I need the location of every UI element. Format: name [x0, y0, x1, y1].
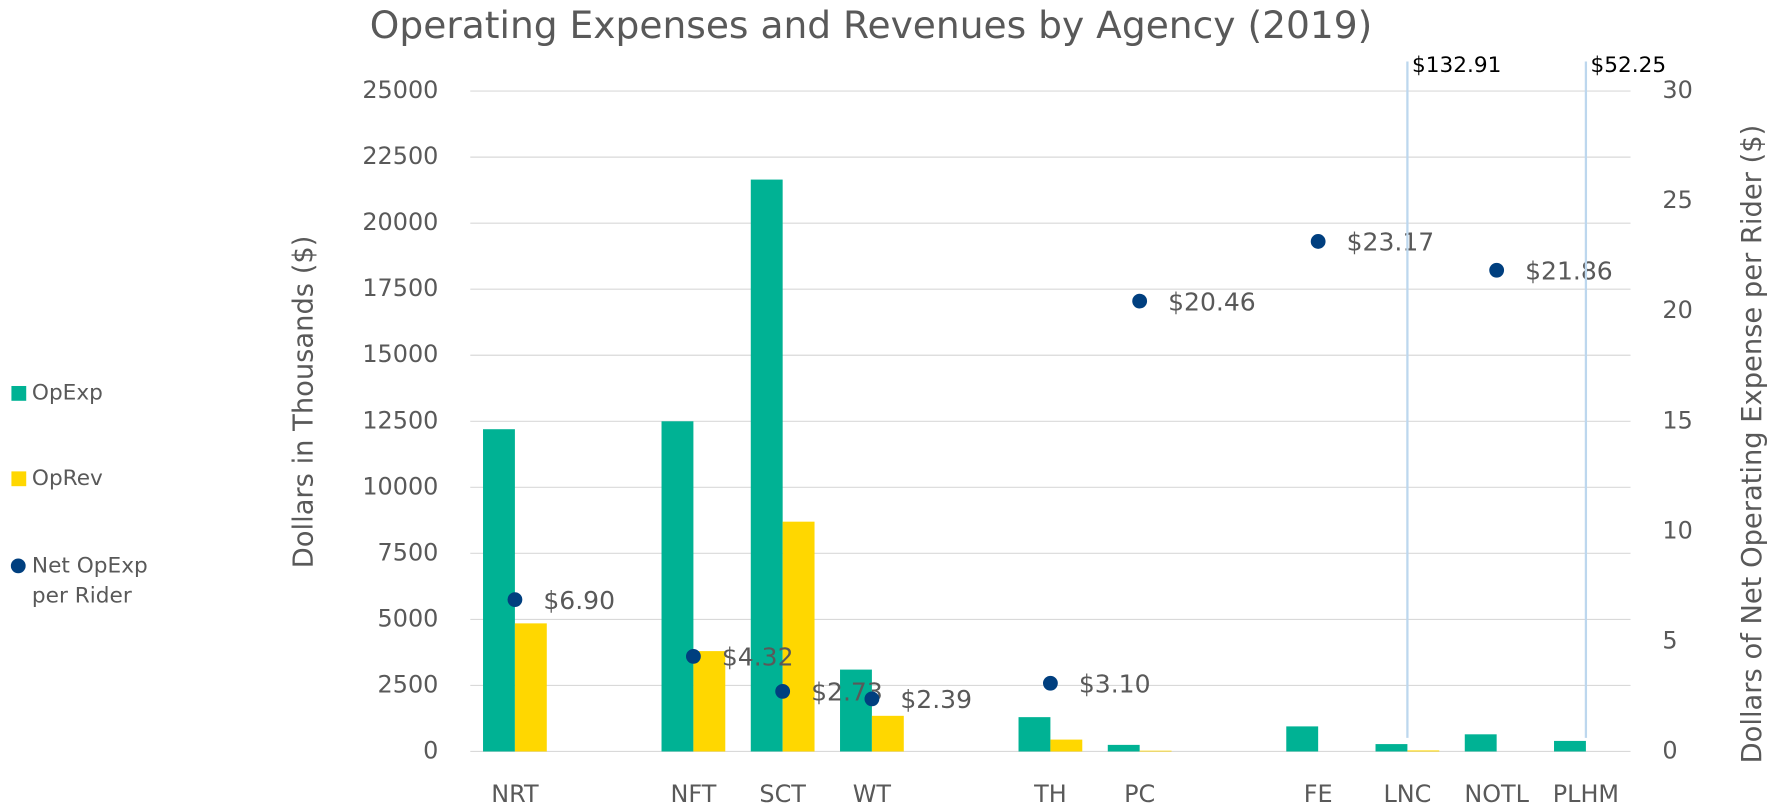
bar	[1554, 740, 1586, 752]
legend-marker	[11, 471, 27, 487]
data-label: $3.10	[1079, 670, 1151, 699]
point	[775, 683, 791, 699]
bar	[661, 421, 694, 752]
legend-marker	[11, 385, 27, 401]
x-tick-label: WT	[853, 780, 892, 805]
x-tick-label: NFT	[670, 780, 716, 805]
y-tick-label: 0	[423, 736, 438, 764]
bar	[1107, 744, 1140, 752]
y2-tick-label: 10	[1662, 516, 1692, 544]
data-label: $6.90	[543, 586, 615, 615]
y-tick-label: 20000	[362, 208, 438, 236]
point	[864, 691, 880, 707]
bar	[1286, 726, 1319, 752]
point	[1489, 262, 1505, 278]
y-tick-label: 7500	[378, 538, 439, 566]
x-tick-label: LNC	[1383, 780, 1431, 805]
legend-entry: OpExp	[31, 380, 103, 406]
point	[1043, 675, 1058, 691]
x-tick-label: NOTL	[1464, 780, 1529, 805]
y-tick-label: 15000	[362, 340, 438, 368]
data-label: $2.39	[900, 685, 972, 714]
bar	[1375, 744, 1408, 752]
bar	[750, 179, 783, 752]
y-tick-label: 17500	[362, 274, 438, 302]
bar	[1464, 734, 1497, 752]
y-tick-label: 10000	[362, 472, 438, 500]
y-tick-label: 5000	[378, 604, 439, 632]
legend-label: OpRev	[31, 465, 103, 491]
bar	[483, 429, 515, 752]
y2-tick-label: 25	[1662, 186, 1692, 214]
legend-marker	[10, 558, 26, 574]
x-tick-label: NRT	[491, 780, 539, 805]
y2-tick-label: 30	[1662, 76, 1692, 104]
bar	[1139, 750, 1172, 752]
data-label: $21.86	[1525, 257, 1613, 286]
x-tick-label: FE	[1304, 780, 1333, 805]
bar	[840, 669, 872, 752]
data-label: $23.17	[1347, 228, 1435, 257]
bar	[782, 521, 815, 752]
bar	[1018, 717, 1051, 752]
x-tick-label: PC	[1124, 780, 1155, 805]
y2-tick-label: 15	[1662, 406, 1692, 434]
point	[686, 648, 701, 664]
y2-tick-label: 0	[1662, 736, 1677, 764]
legend-entry: OpRev	[31, 465, 103, 491]
x-tick-label: SCT	[759, 780, 806, 805]
x-tick-label: PLHM	[1553, 780, 1619, 805]
x-tick-label: TH	[1033, 780, 1067, 805]
point	[1310, 234, 1326, 249]
chart-title: Operating Expenses and Revenues by Agenc…	[370, 3, 1373, 47]
point	[1132, 293, 1148, 309]
data-label: $20.46	[1168, 287, 1256, 316]
y-tick-label: 22500	[362, 142, 438, 170]
bar	[1407, 750, 1440, 752]
bar	[693, 651, 726, 752]
y-axis-title: Dollars in Thousands ($)	[289, 236, 320, 569]
y2-tick-label: 20	[1662, 296, 1692, 324]
data-label: $4.32	[722, 643, 794, 672]
y-tick-label: 2500	[378, 670, 439, 698]
y-tick-label: 12500	[362, 406, 438, 434]
legend-label: OpExp	[31, 380, 103, 406]
data-label: $52.25	[1590, 53, 1666, 78]
y2-axis-title: Dollars of Net Operating Expense per Rid…	[1737, 125, 1768, 764]
y-tick-label: 25000	[362, 76, 438, 104]
point	[507, 592, 523, 607]
bar	[514, 623, 547, 752]
legend-label: Net OpExp per Rider	[31, 553, 148, 609]
y2-tick-label: 5	[1662, 626, 1677, 654]
bar	[871, 715, 904, 752]
data-label: $132.91	[1412, 53, 1501, 78]
legend-entry: Net OpExp per Rider	[31, 553, 148, 609]
bar	[1050, 739, 1083, 752]
